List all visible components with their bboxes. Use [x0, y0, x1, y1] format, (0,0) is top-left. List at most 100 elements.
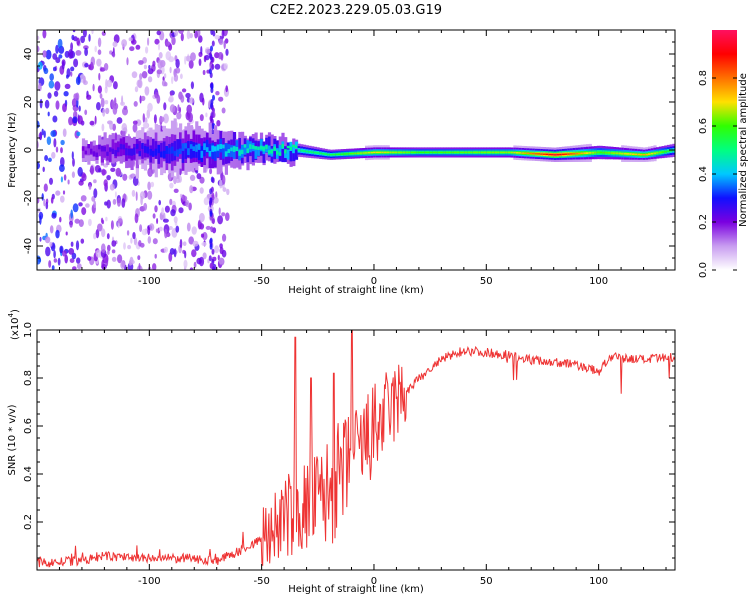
spectrogram-cell	[219, 178, 223, 189]
spectrogram-cell	[435, 151, 439, 154]
spectrogram-cell	[365, 152, 369, 154]
spectrogram-cell	[199, 187, 204, 194]
spectrogram-cell	[158, 199, 161, 206]
spectrogram-cell	[208, 143, 212, 157]
figure-title: C2E2.2023.229.05.03.G19	[270, 3, 442, 18]
spectrogram-cell	[111, 148, 115, 155]
spectrogram-cell	[232, 146, 237, 152]
spectrogram-cell	[243, 144, 247, 155]
spectrogram-cell	[184, 143, 188, 149]
spectrogram-cell	[162, 141, 166, 159]
spectrogram-cell	[41, 128, 44, 136]
spectrogram-cell	[211, 248, 215, 255]
spectrogram-cell	[640, 153, 644, 156]
spectrogram-cell	[286, 149, 290, 160]
spectrogram-cell	[97, 85, 102, 94]
spectrogram-cell	[289, 147, 293, 162]
spectrogram-cell	[464, 151, 468, 154]
spectrogram-cell	[62, 103, 67, 113]
spectrogram-cell	[90, 61, 94, 69]
spectrogram-cell	[348, 153, 352, 155]
spectrogram-cell	[534, 153, 538, 155]
spectrogram-cell	[77, 115, 83, 125]
spectrogram-cell	[394, 151, 398, 154]
spectrogram-cell	[42, 50, 47, 58]
spectrogram-cell	[95, 229, 100, 239]
spectrogram-cell	[209, 237, 213, 244]
spectrogram-cell	[135, 44, 141, 50]
spectrogram-cell	[335, 153, 339, 156]
spectrogram-cell	[332, 153, 336, 156]
spectrogram-cell	[637, 153, 641, 156]
spectrogram-cell	[634, 153, 638, 156]
spectrogram-cell	[147, 68, 154, 75]
spectrogram-cell	[84, 109, 88, 116]
snr-multiplier-close: )	[10, 309, 21, 313]
spectrogram-cell	[218, 38, 224, 46]
spectrogram-cell	[211, 192, 215, 199]
spectrogram-cell	[72, 30, 76, 33]
spectrogram-cell	[71, 151, 74, 160]
spectrogram-cell	[141, 71, 148, 79]
spectrogram-cell	[92, 145, 96, 157]
y-tick-label: 40	[23, 48, 34, 61]
spectrogram-cell	[602, 151, 606, 154]
spectrogram-cell	[273, 146, 277, 151]
spectrogram-cell	[178, 30, 184, 34]
spectrogram-cell	[499, 151, 503, 154]
snr-frame	[36, 329, 676, 571]
spectrogram-cell	[45, 49, 52, 60]
spectrogram-cell	[650, 152, 654, 155]
spectrogram-cell	[440, 151, 444, 154]
spectrogram-cell	[259, 139, 264, 152]
spectrogram-cell	[221, 30, 225, 39]
spectrogram-cell	[75, 50, 82, 56]
spectrogram-cell	[81, 207, 87, 216]
y-tick-label: 1.0	[23, 322, 34, 338]
spectrogram-cell	[109, 121, 114, 130]
spectrogram-cell	[55, 146, 59, 153]
colorbar-tick-label: 0.6	[698, 118, 709, 134]
spectrogram-cell	[132, 123, 138, 133]
spectrogram-cell	[210, 45, 213, 52]
spectrogram-cell	[98, 144, 102, 150]
spectrogram-cell	[553, 154, 557, 156]
spectrogram-cell	[65, 231, 68, 236]
spectrogram-cell	[110, 167, 116, 172]
spectrogram-cell	[489, 151, 493, 154]
spectrogram-cell	[82, 30, 87, 38]
spectrogram-cell	[383, 151, 388, 154]
spectrogram-cell	[62, 250, 67, 257]
spectrogram-cell	[169, 104, 176, 113]
spectrogram-cell	[50, 130, 57, 138]
spectrogram-cell	[123, 242, 126, 250]
spectrogram-cell	[80, 238, 85, 244]
spectrogram-cell	[90, 148, 94, 154]
spectrogram-cell	[106, 79, 113, 88]
spectrogram-cell	[199, 223, 205, 230]
spectrogram-cell	[241, 149, 245, 155]
spectrogram-cell	[370, 151, 374, 154]
spectrogram-cell	[41, 193, 44, 201]
spectrogram-cell	[205, 147, 210, 152]
spectrogram-cell	[391, 151, 396, 154]
spectrogram-cell	[189, 267, 194, 270]
spectrogram-cell	[84, 62, 89, 68]
spectrogram-cell	[173, 141, 177, 161]
spectrogram-cell	[225, 212, 230, 221]
spectrogram-cell	[211, 123, 215, 130]
spectrogram-cell	[133, 237, 138, 246]
spectrogram-cell	[147, 37, 150, 46]
spectrogram-cell	[81, 146, 86, 151]
spectrogram-cell	[55, 229, 60, 239]
spectrogram-cell	[354, 152, 358, 155]
spectrogram-cell	[329, 154, 334, 156]
spectrogram-cell	[225, 48, 229, 56]
spectrogram-cell	[87, 144, 91, 149]
spectrogram-cell	[141, 228, 148, 236]
spectrogram-cell	[227, 149, 231, 153]
spectrogram-cell	[254, 146, 258, 150]
spectrogram-cell	[101, 123, 105, 132]
spectrogram-cell	[607, 152, 611, 154]
spectrogram-cell	[424, 151, 428, 154]
